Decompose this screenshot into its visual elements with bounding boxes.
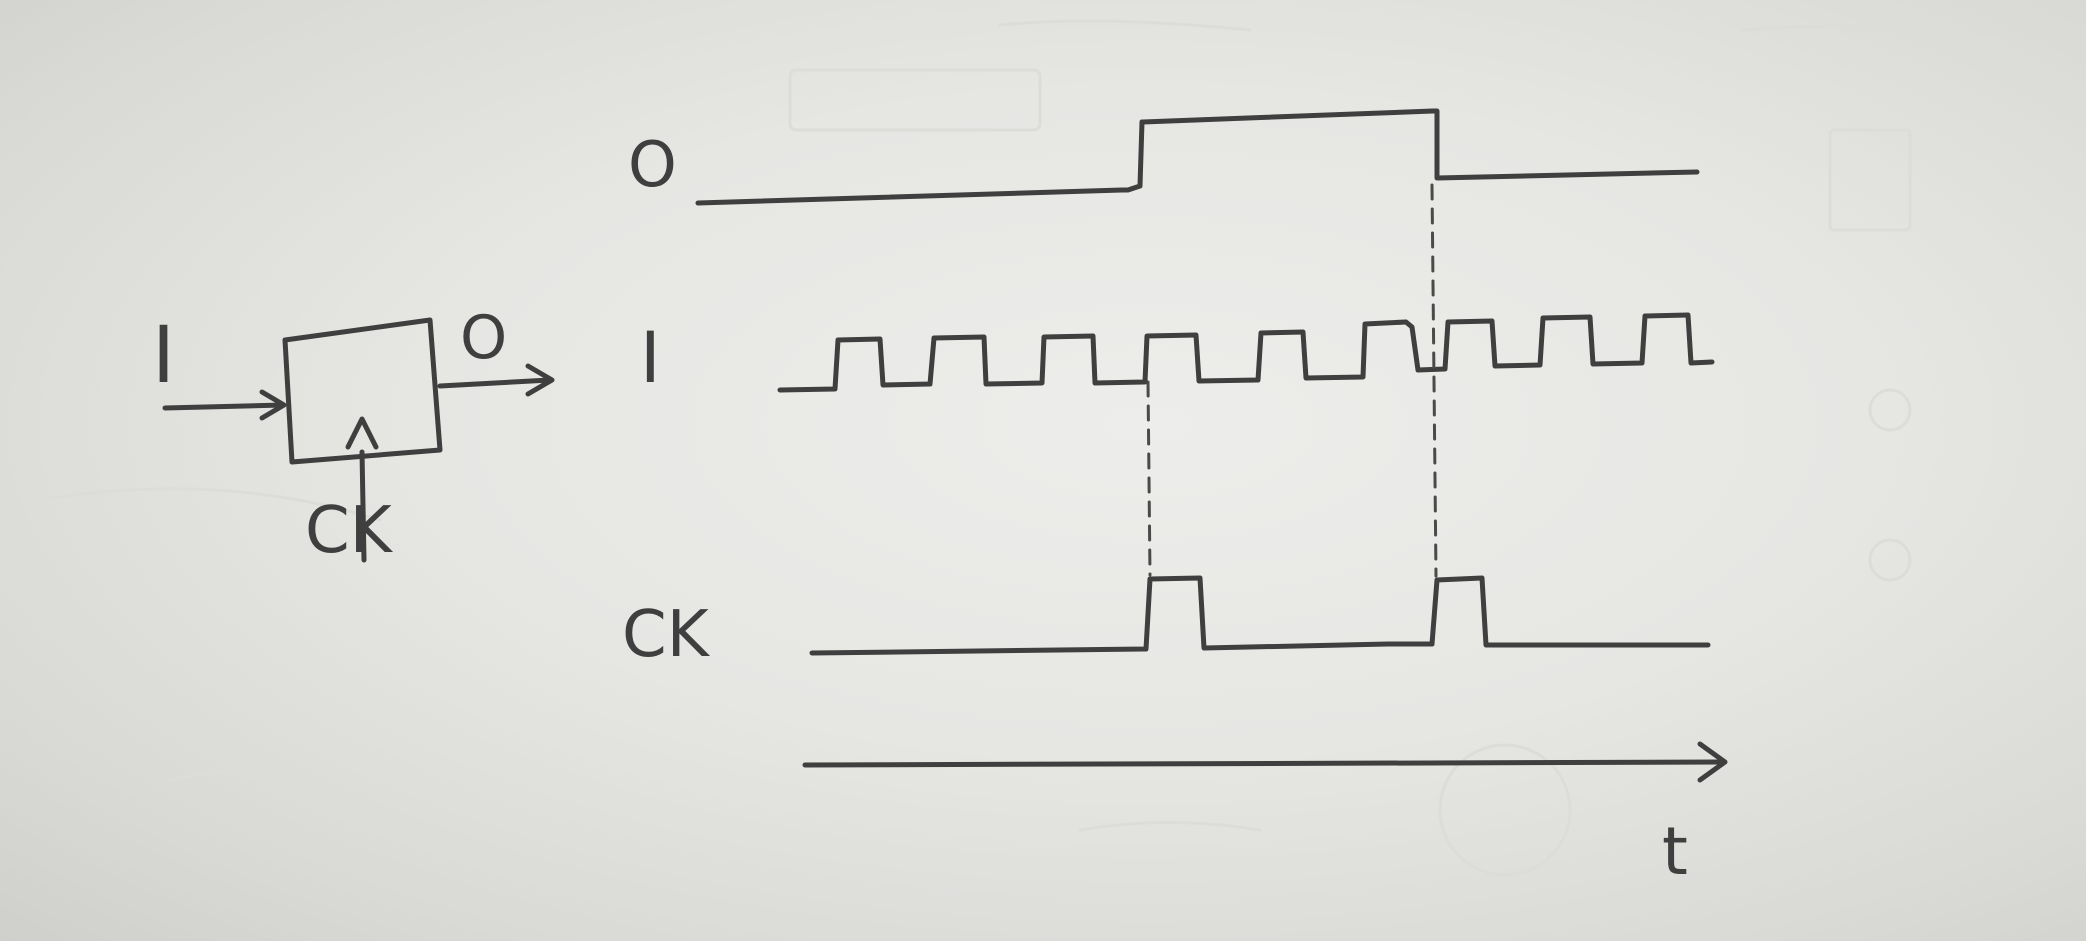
time-axis-label: t bbox=[1662, 813, 1688, 890]
waveform-i bbox=[777, 312, 1715, 393]
edge-marker-2 bbox=[1430, 183, 1438, 578]
signal-o-label: O bbox=[628, 128, 677, 201]
block-clock-label: CK bbox=[305, 494, 394, 568]
signal-i-label: I bbox=[640, 317, 661, 399]
output-arrow bbox=[437, 363, 555, 397]
paper-bleed-through bbox=[38, 19, 2002, 877]
input-arrow bbox=[162, 389, 287, 421]
timing-diagram: O I CK t bbox=[622, 108, 1728, 890]
waveform-o bbox=[695, 108, 1700, 206]
block-input-label: I bbox=[152, 311, 175, 401]
flip-flop-block-diagram: I O CK bbox=[152, 303, 555, 568]
waveform-ck bbox=[809, 575, 1711, 656]
clock-edge-triangle bbox=[345, 416, 379, 450]
edge-marker-1 bbox=[1146, 380, 1152, 577]
time-axis bbox=[802, 741, 1728, 783]
block-output-label: O bbox=[460, 303, 507, 373]
signal-ck-label: CK bbox=[622, 598, 711, 672]
clock-input-line bbox=[359, 449, 367, 563]
flip-flop-box bbox=[282, 317, 443, 465]
